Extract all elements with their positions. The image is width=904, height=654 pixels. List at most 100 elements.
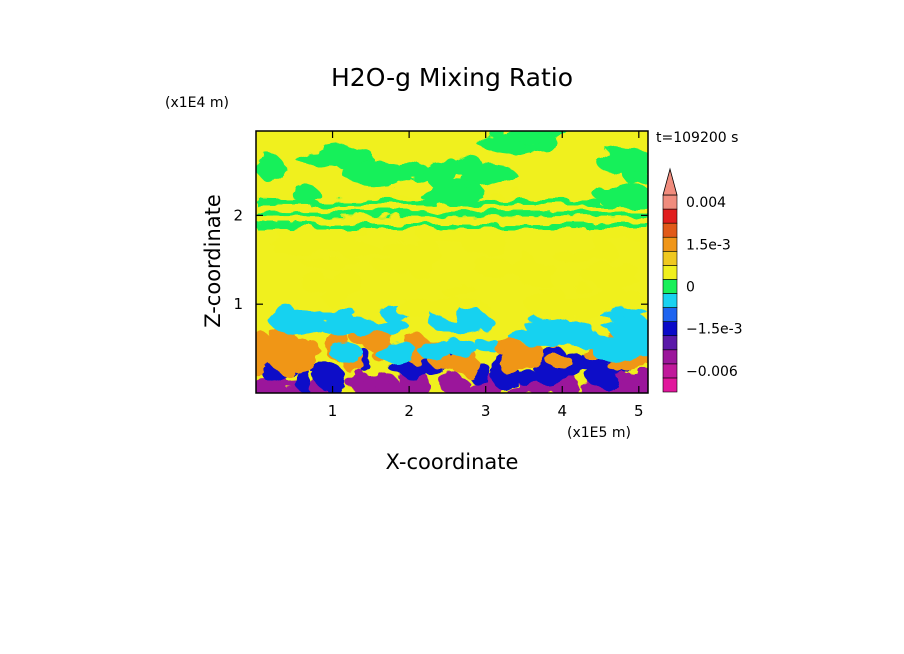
field-cell: [622, 334, 648, 353]
field-cell: [602, 321, 648, 333]
colorbar-segment: [662, 307, 678, 322]
colorbar-segment: [662, 279, 678, 294]
field-cell: [474, 337, 499, 352]
y-tick-label: 2: [233, 206, 243, 224]
field-stripe: [256, 223, 648, 229]
field-cell: [546, 354, 573, 368]
field-cell: [388, 363, 410, 374]
colorbar-segment: [662, 208, 678, 224]
field-cell: [271, 301, 294, 325]
colorbar-label: 0: [686, 279, 695, 295]
y-tick-label: 1: [233, 295, 243, 313]
colorbar-extension-triangle: [662, 167, 678, 196]
y-unit-label: (x1E4 m): [165, 95, 229, 111]
colorbar-segment: [662, 250, 678, 266]
field-cell: [508, 131, 546, 145]
field-cell: [541, 285, 556, 297]
colorbar-segment: [662, 335, 678, 351]
colorbar-label: 1.5e-3: [686, 237, 731, 253]
field-cell: [301, 256, 364, 270]
contour-field: [256, 131, 648, 393]
colorbar-label: −0.006: [686, 364, 738, 380]
field-cell: [351, 368, 366, 393]
field-cell: [391, 242, 422, 266]
colorbar-segment: [662, 321, 678, 337]
field-cell: [572, 281, 588, 293]
x-unit-label: (x1E5 m): [567, 425, 631, 441]
field-cell: [329, 343, 364, 362]
field-cell: [415, 240, 442, 264]
colorbar-segment: [662, 194, 678, 210]
field-cell: [439, 283, 477, 295]
field-cell: [474, 256, 512, 278]
field-cell: [481, 315, 494, 333]
colorbar-segment: [662, 222, 678, 238]
field-cell: [291, 184, 320, 203]
field-cell: [256, 156, 286, 181]
field-cell: [420, 339, 453, 364]
field-cell: [635, 171, 648, 184]
field-cell: [460, 230, 505, 255]
field-shapes: [256, 131, 648, 393]
x-axis-label: X-coordinate: [386, 450, 519, 474]
y-axis-ticks: 12: [233, 206, 648, 313]
chart-title: H2O-g Mixing Ratio: [331, 63, 573, 92]
field-stripe: [256, 205, 648, 211]
field-cell: [595, 148, 648, 175]
field-cell: [256, 331, 274, 357]
field-stripe: [256, 200, 648, 206]
field-cell: [459, 300, 489, 313]
colorbar-segment: [662, 265, 678, 280]
colorbar-segment: [662, 293, 678, 308]
field-cell: [314, 272, 327, 290]
field-cell: [518, 369, 539, 389]
field-cell: [639, 367, 648, 393]
field-cell: [270, 328, 286, 359]
field-stripe: [256, 211, 648, 217]
colorbar-segment: [662, 349, 678, 365]
field-cell: [339, 241, 381, 260]
field-cell: [383, 342, 406, 358]
field-cell: [506, 387, 533, 393]
field-cell: [396, 200, 460, 222]
field-cell: [587, 363, 609, 388]
y-axis-label: Z-coordinate: [201, 194, 225, 328]
field-cell: [533, 131, 568, 137]
colorbar: 0.004 1.5e-3 0 −1.5e-3 −0.006: [662, 167, 743, 393]
plot-frame: [255, 130, 649, 394]
x-tick-label: 5: [634, 402, 644, 420]
field-cell: [580, 267, 603, 282]
field-cell: [415, 219, 450, 243]
x-tick-label: 4: [557, 402, 567, 420]
colorbar-segment: [662, 377, 678, 393]
x-tick-label: 2: [404, 402, 414, 420]
field-cell: [343, 159, 405, 188]
field-cell: [419, 188, 482, 204]
field-cell: [293, 366, 311, 391]
x-tick-label: 1: [328, 402, 338, 420]
field-stripe: [256, 217, 648, 223]
field-cell: [305, 340, 320, 359]
field-cell: [574, 247, 610, 259]
field-cell: [514, 341, 545, 368]
colorbar-segment: [662, 363, 678, 379]
field-cell: [428, 294, 463, 320]
field-cell: [336, 321, 376, 333]
field-cell: [448, 154, 483, 176]
field-cell: [363, 383, 378, 393]
field-cell: [320, 287, 349, 305]
colorbar-label: −1.5e-3: [686, 322, 743, 338]
field-cell: [445, 338, 477, 358]
field-cell: [313, 363, 337, 388]
field-cell: [591, 283, 628, 311]
field-cell: [624, 225, 648, 244]
field-cell: [256, 351, 267, 375]
field-cell: [441, 370, 463, 393]
field-cell: [270, 237, 328, 256]
field-cell: [543, 319, 596, 346]
colorbar-segment: [662, 236, 678, 252]
x-axis-ticks: 1 2 3 4 5: [328, 131, 644, 420]
field-cell: [500, 345, 520, 377]
field-cell: [426, 161, 448, 188]
